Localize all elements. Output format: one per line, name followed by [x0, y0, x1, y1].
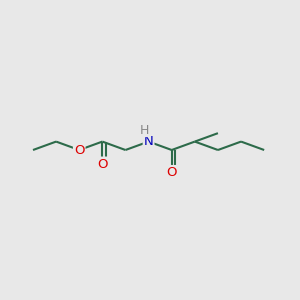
Text: O: O — [74, 143, 85, 157]
Text: H: H — [140, 124, 149, 137]
Text: N: N — [144, 135, 154, 148]
Text: O: O — [97, 158, 108, 171]
Text: O: O — [167, 166, 177, 179]
